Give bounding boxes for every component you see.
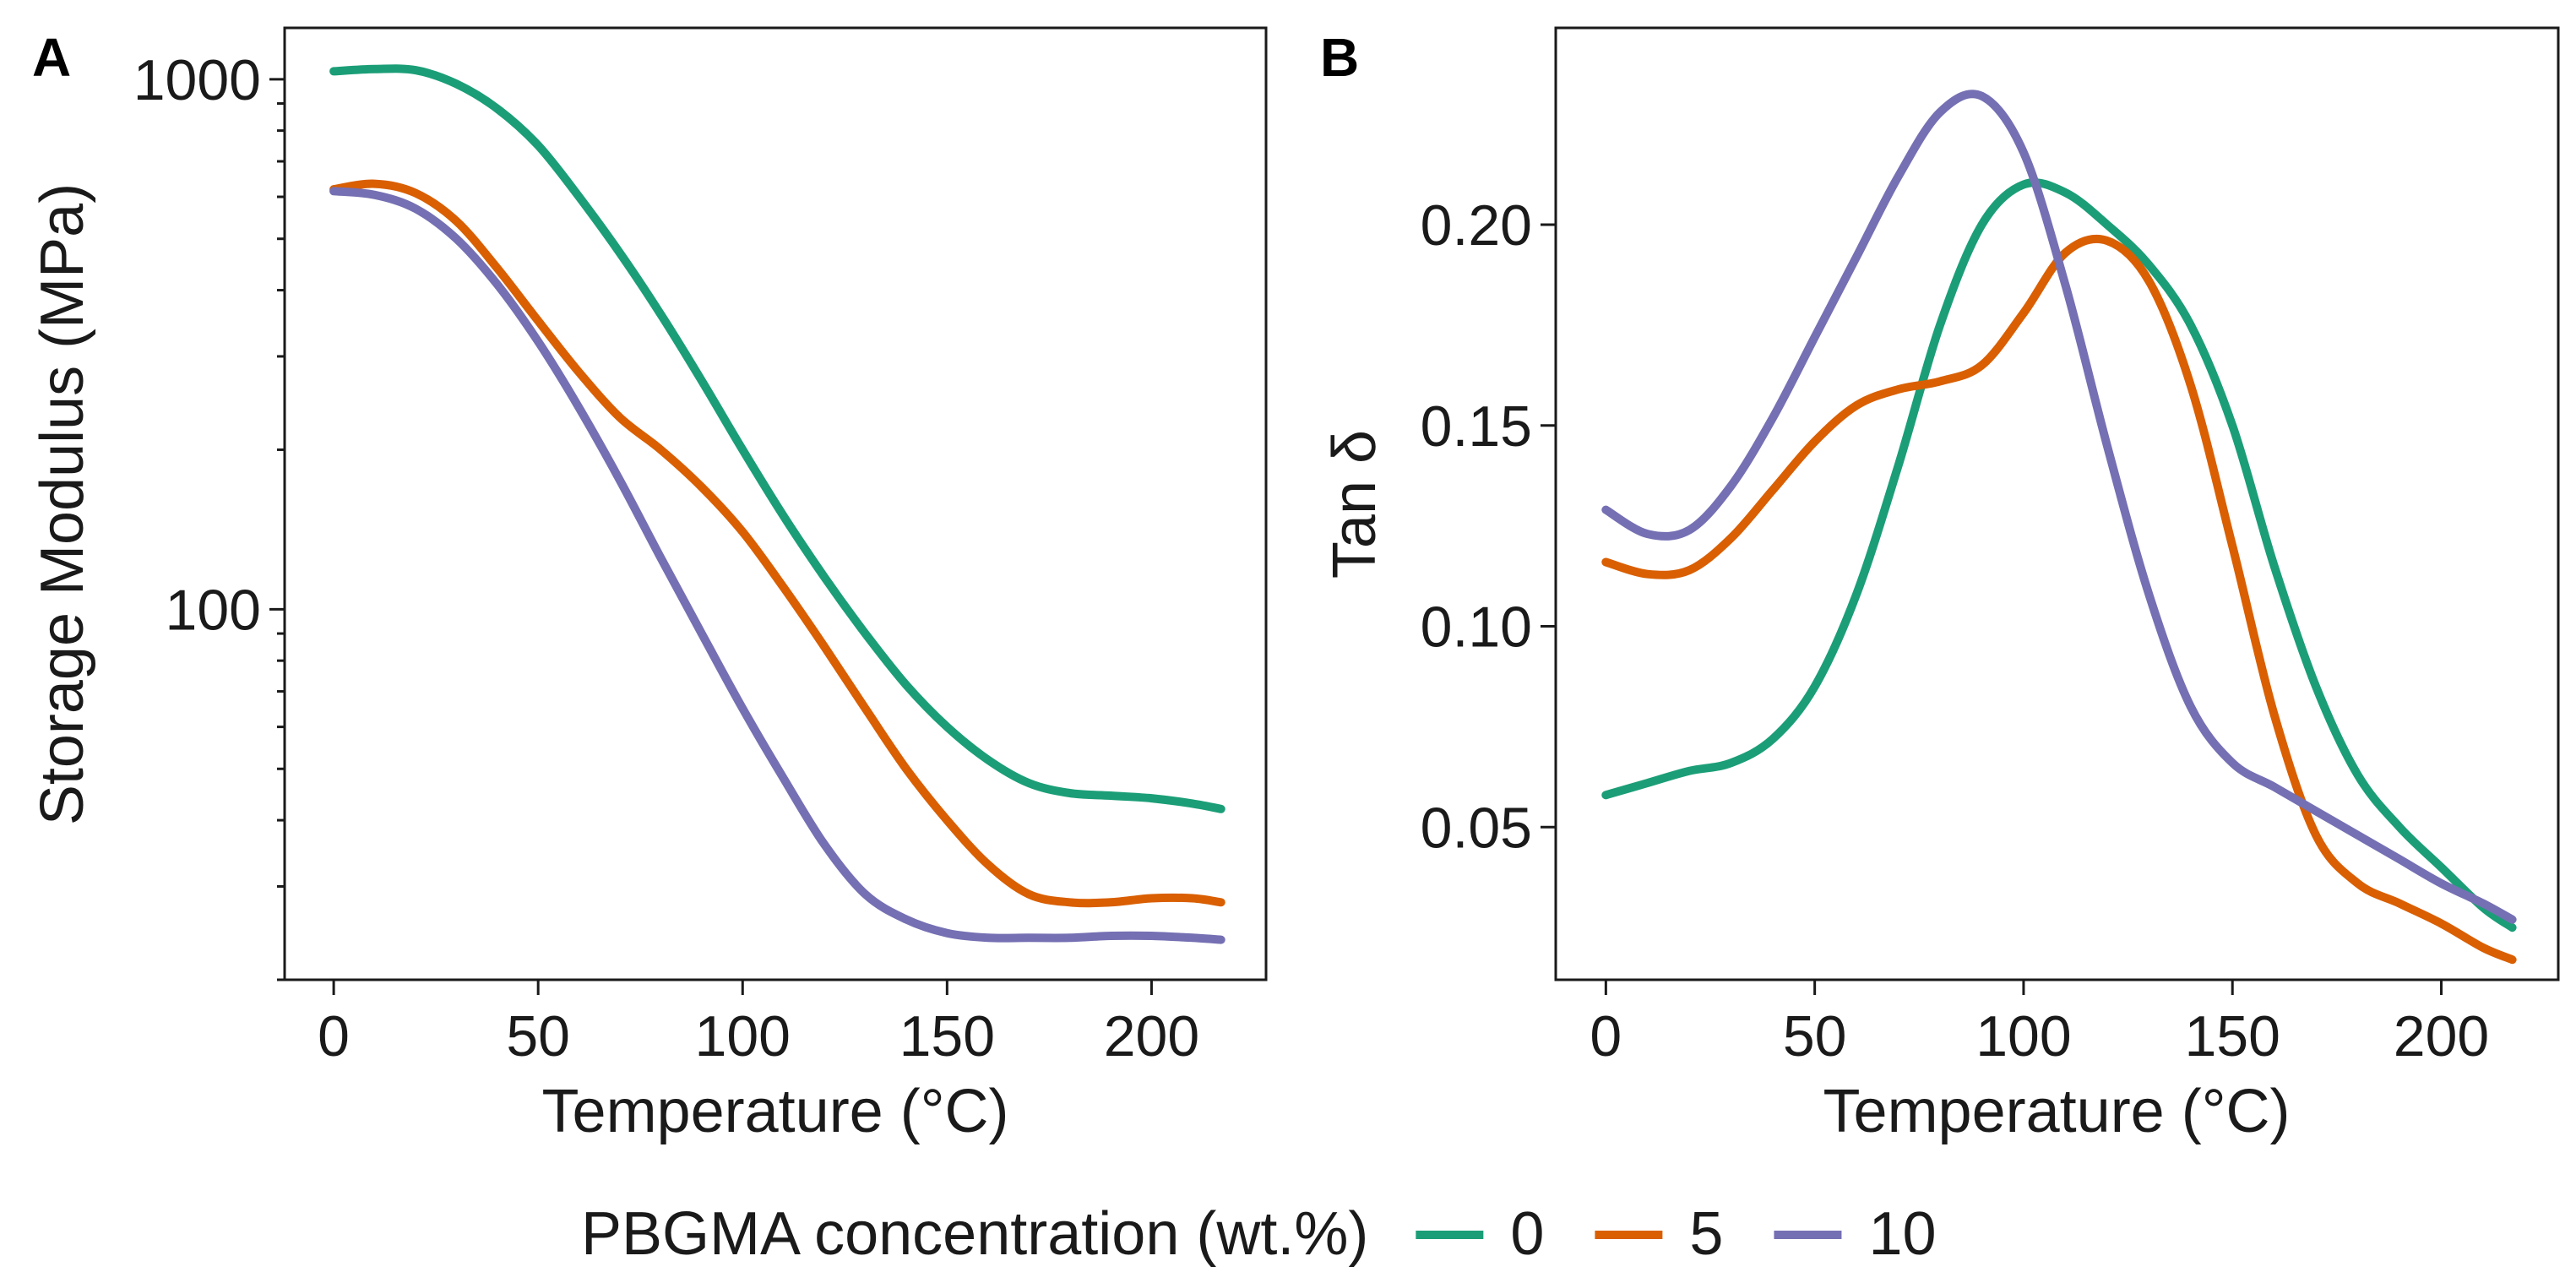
legend-label-5: 5 — [1689, 1200, 1723, 1268]
panel-a-x-tick-label: 0 — [318, 1004, 350, 1068]
panel-b-x-axis: 0 50 100 150 200 — [1590, 980, 2489, 1068]
panel-a-plot-frame — [283, 26, 1268, 981]
legend: PBGMA concentration (wt.%) 0 5 10 — [581, 1200, 1937, 1268]
panel-a-x-tick-label: 50 — [506, 1004, 570, 1068]
panel-a-x-tick-label: 100 — [695, 1004, 791, 1068]
panel-b-x-tick-label: 150 — [2184, 1004, 2280, 1068]
legend-entries: 0 5 10 — [1416, 1200, 1937, 1268]
panel-a-series — [329, 64, 1226, 944]
panel-b-y-tick-label: 0.20 — [1421, 193, 1532, 258]
panel-a-y-axis-title: Storage Modulus (MPa) — [29, 183, 96, 825]
panel-a-series-10-line — [329, 187, 1226, 944]
panel-b-x-tick-label: 200 — [2394, 1004, 2489, 1068]
panel-a-letter: A — [32, 27, 71, 88]
panel-b-y-tick-label: 0.15 — [1421, 394, 1532, 459]
panel-a-x-tick-label: 200 — [1104, 1004, 1199, 1068]
panel-b-series-5-line — [1601, 234, 2517, 965]
panel-a-x-tick-label: 150 — [899, 1004, 995, 1068]
panel-a-y-tick-label: 100 — [166, 578, 261, 642]
legend-label-10: 10 — [1868, 1200, 1936, 1268]
legend-title: PBGMA concentration (wt.%) — [581, 1200, 1368, 1268]
legend-label-0: 0 — [1510, 1200, 1544, 1268]
panel-b-x-tick-label: 50 — [1783, 1004, 1847, 1068]
panel-b-x-tick-label: 0 — [1590, 1004, 1622, 1068]
panel-b-series-0-line — [1601, 178, 2517, 932]
panel-b-x-axis-title: Temperature (°C) — [1823, 1078, 2291, 1145]
panel-a-series-5-line — [329, 179, 1226, 908]
panel-b-x-tick-label: 100 — [1975, 1004, 2071, 1068]
panel-b-series — [1601, 90, 2517, 965]
panel-a-series-0-line — [329, 64, 1226, 813]
panel-b-y-axis-title: Tan δ — [1321, 430, 1389, 579]
panel-a-x-axis: 0 50 100 150 200 — [318, 980, 1199, 1068]
panel-b-letter: B — [1320, 27, 1359, 88]
panel-b-plot-frame — [1554, 26, 2560, 981]
panel-b-y-axis: 0.05 0.10 0.15 0.20 — [1421, 193, 1556, 860]
panel-a-y-axis: 100 1000 — [133, 48, 285, 981]
panel-a-x-axis-title: Temperature (°C) — [542, 1078, 1009, 1145]
panel-b-series-10-line — [1601, 90, 2517, 924]
panel-b: B 0 50 100 150 200 0.05 0.10 0.15 0.20 Temperat… — [1320, 26, 2560, 1145]
panel-b-y-tick-label: 0.10 — [1421, 595, 1532, 660]
panel-b-y-tick-label: 0.05 — [1421, 796, 1532, 860]
panel-a-y-tick-label: 1000 — [133, 48, 261, 112]
